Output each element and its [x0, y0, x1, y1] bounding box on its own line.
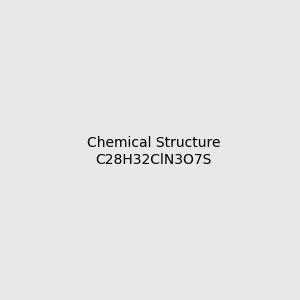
Text: Chemical Structure
C28H32ClN3O7S: Chemical Structure C28H32ClN3O7S	[87, 136, 220, 166]
